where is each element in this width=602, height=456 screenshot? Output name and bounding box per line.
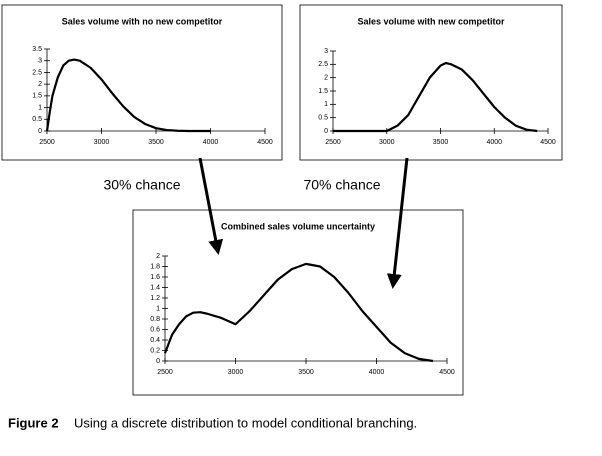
y-tick-label: 0.2 xyxy=(150,347,160,354)
y-tick-label: 2.5 xyxy=(32,69,42,76)
y-tick-label: 3 xyxy=(38,58,42,65)
x-tick-label: 4500 xyxy=(439,369,455,376)
x-tick-label: 4000 xyxy=(369,369,385,376)
y-tick-label: 0 xyxy=(324,128,328,135)
chart-title: Combined sales volume uncertainty xyxy=(221,221,375,231)
x-tick-label: 3000 xyxy=(94,139,110,146)
line xyxy=(333,61,538,133)
y-tick-label: 1 xyxy=(324,101,328,108)
x-tick-label: 4500 xyxy=(540,139,556,146)
caption-text: Using a discrete distribution to model c… xyxy=(74,415,417,430)
y-tick-label: 0.4 xyxy=(150,337,160,344)
y-tick-label: 0 xyxy=(38,128,42,135)
y-tick-label: 2 xyxy=(156,253,160,260)
x-tick-label: 4000 xyxy=(486,139,502,146)
y-tick-label: 1.5 xyxy=(318,88,328,95)
x-tick-label: 3500 xyxy=(433,139,449,146)
chart-frame xyxy=(1,4,283,161)
chart-title: Sales volume with no new competitor xyxy=(62,16,223,26)
y-tick-label: 0.5 xyxy=(32,116,42,123)
chart-frame xyxy=(299,4,563,161)
y-tick-label: 0.6 xyxy=(150,326,160,333)
y-tick-label: 1.2 xyxy=(150,295,160,302)
y-tick-label: 1.6 xyxy=(150,274,160,281)
x-tick-label: 4000 xyxy=(203,139,219,146)
y-tick-label: 1.4 xyxy=(150,284,160,291)
y-tick-label: 1 xyxy=(156,305,160,312)
y-tick-label: 1.8 xyxy=(150,263,160,270)
x-tick-label: 2500 xyxy=(157,369,173,376)
x-tick-label: 2500 xyxy=(39,139,55,146)
y-tick-label: 3.5 xyxy=(32,46,42,53)
y-tick-label: 0 xyxy=(156,358,160,365)
y-tick-label: 3 xyxy=(324,48,328,55)
y-tick-label: 2.5 xyxy=(318,61,328,68)
chart-title: Sales volume with new competitor xyxy=(357,16,505,26)
line xyxy=(163,262,434,363)
x-tick-label: 4500 xyxy=(257,139,273,146)
arrow xyxy=(386,157,409,289)
y-tick-label: 2 xyxy=(324,75,328,82)
x-tick-label: 3000 xyxy=(228,369,244,376)
line xyxy=(45,58,211,133)
x-tick-label: 3500 xyxy=(298,369,314,376)
y-tick-label: 1 xyxy=(38,104,42,111)
y-tick-label: 0.5 xyxy=(318,115,328,122)
x-tick-label: 3500 xyxy=(148,139,164,146)
caption-label: Figure 2 xyxy=(8,415,59,430)
arrow xyxy=(198,157,224,255)
y-tick-label: 0.8 xyxy=(150,316,160,323)
x-tick-label: 3000 xyxy=(379,139,395,146)
y-tick-label: 2 xyxy=(38,81,42,88)
y-tick-label: 1.5 xyxy=(32,93,42,100)
annotation: 30% chance xyxy=(103,177,180,193)
chart-frame xyxy=(132,209,464,396)
annotation: 70% chance xyxy=(303,177,380,193)
x-tick-label: 2500 xyxy=(325,139,341,146)
